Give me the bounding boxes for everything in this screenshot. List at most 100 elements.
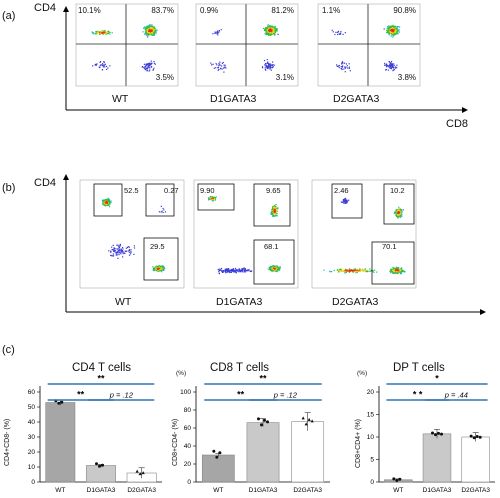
- flow-event-dot: [161, 271, 163, 273]
- flow-event-dot: [275, 266, 277, 268]
- flow-event-dot: [269, 34, 272, 36]
- flow-event-dot: [276, 213, 278, 215]
- flow-event-dot: [267, 66, 269, 68]
- flow-event-dot: [394, 267, 396, 269]
- flow-event-dot: [156, 30, 158, 32]
- flow-event-dot: [398, 215, 400, 217]
- flow-event-dot: [103, 64, 105, 66]
- flow-event-dot: [273, 267, 275, 269]
- flow-event-dot: [390, 25, 392, 27]
- flow-event-dot: [122, 256, 124, 258]
- data-point: [101, 463, 104, 467]
- flow-event-dot: [145, 31, 147, 33]
- flow-event-dot: [269, 28, 271, 30]
- flow-event-dot: [348, 63, 350, 65]
- significance-label: * *: [413, 390, 423, 400]
- flow-event-dot: [274, 206, 276, 208]
- flow-event-dot: [364, 269, 366, 271]
- flow-event-dot: [212, 197, 214, 200]
- flow-event-dot: [355, 271, 357, 273]
- flow-event-dot: [390, 269, 392, 271]
- flow-event-dot: [342, 65, 344, 67]
- flow-event-dot: [395, 212, 397, 214]
- flow-event-dot: [219, 64, 221, 66]
- flow-event-dot: [269, 30, 271, 32]
- flow-event-dot: [385, 68, 387, 71]
- flow-event-dot: [267, 31, 269, 33]
- flow-event-dot: [267, 61, 269, 63]
- flow-event-dot: [274, 31, 277, 33]
- flow-event-dot: [102, 199, 104, 201]
- flow-event-dot: [147, 28, 149, 30]
- flow-event-dot: [340, 32, 342, 34]
- y-tick-label: 20: [367, 389, 375, 396]
- flow-event-dot: [390, 270, 392, 272]
- flow-event-dot: [400, 209, 402, 211]
- flow-event-dot: [270, 26, 272, 28]
- flow-event-dot: [273, 265, 275, 267]
- flow-event-dot: [340, 31, 342, 33]
- flow-event-dot: [147, 63, 149, 66]
- flow-event-dot: [395, 31, 397, 33]
- flow-event-dot: [277, 33, 279, 35]
- flow-event-dot: [348, 66, 350, 68]
- flow-event-dot: [221, 270, 223, 272]
- flow-event-dot: [150, 27, 153, 29]
- data-point: [95, 462, 98, 466]
- flow-event-dot: [265, 65, 267, 67]
- flow-event-dot: [218, 30, 220, 32]
- flow-event-dot: [272, 66, 274, 68]
- flow-event-dot: [148, 30, 150, 32]
- flow-event-dot: [264, 68, 266, 71]
- flow-event-dot: [270, 266, 272, 268]
- flow-event-dot: [265, 69, 267, 71]
- flow-event-dot: [101, 30, 103, 33]
- flow-event-dot: [272, 30, 275, 32]
- flow-event-dot: [128, 249, 130, 251]
- flow-event-dot: [362, 269, 364, 271]
- flow-event-dot: [211, 197, 213, 199]
- flow-event-dot: [275, 268, 277, 270]
- flow-event-dot: [272, 270, 274, 272]
- flow-event-dot: [101, 69, 104, 71]
- flow-event-dot: [163, 209, 165, 211]
- flow-event-dot: [398, 209, 400, 211]
- flow-event-dot: [160, 270, 162, 272]
- data-point-triangle: [307, 417, 311, 421]
- flow-event-dot: [268, 66, 270, 68]
- flow-event-dot: [350, 269, 352, 271]
- flow-event-dot: [234, 269, 236, 271]
- data-point: [392, 477, 396, 481]
- flow-event-dot: [348, 271, 350, 273]
- data-point: [263, 418, 266, 422]
- flow-event-dot: [345, 202, 347, 204]
- flow-event-dot: [341, 62, 343, 64]
- flow-event-dot: [223, 270, 225, 272]
- flow-event-dot: [157, 266, 159, 269]
- flow-event-dot: [161, 268, 163, 270]
- flow-event-dot: [102, 200, 104, 203]
- flow-event-dot: [144, 26, 146, 28]
- flow-event-dot: [397, 33, 399, 35]
- flow-event-dot: [159, 267, 161, 269]
- flow-event-dot: [399, 208, 401, 210]
- flow-event-dot: [97, 32, 99, 34]
- flow-event-dot: [401, 211, 403, 213]
- flow-event-dot: [148, 32, 150, 34]
- flow-event-dot: [399, 213, 401, 215]
- flow-event-dot: [235, 269, 237, 271]
- flow-event-dot: [151, 28, 153, 31]
- panel-a-plot-wt: 10.1% 83.7% 3.5%: [75, 3, 179, 87]
- flow-event-dot: [396, 31, 398, 33]
- plot-frame: [79, 179, 185, 289]
- flow-scatter: [195, 3, 299, 87]
- flow-event-dot: [149, 29, 151, 32]
- flow-event-dot: [105, 65, 108, 67]
- flow-event-dot: [220, 29, 222, 31]
- flow-event-dot: [224, 270, 226, 272]
- y-tick-label: 0: [187, 479, 191, 486]
- flow-event-dot: [391, 34, 393, 36]
- flow-event-dot: [219, 61, 221, 63]
- flow-event-dot: [276, 265, 278, 267]
- flow-event-dot: [121, 250, 123, 252]
